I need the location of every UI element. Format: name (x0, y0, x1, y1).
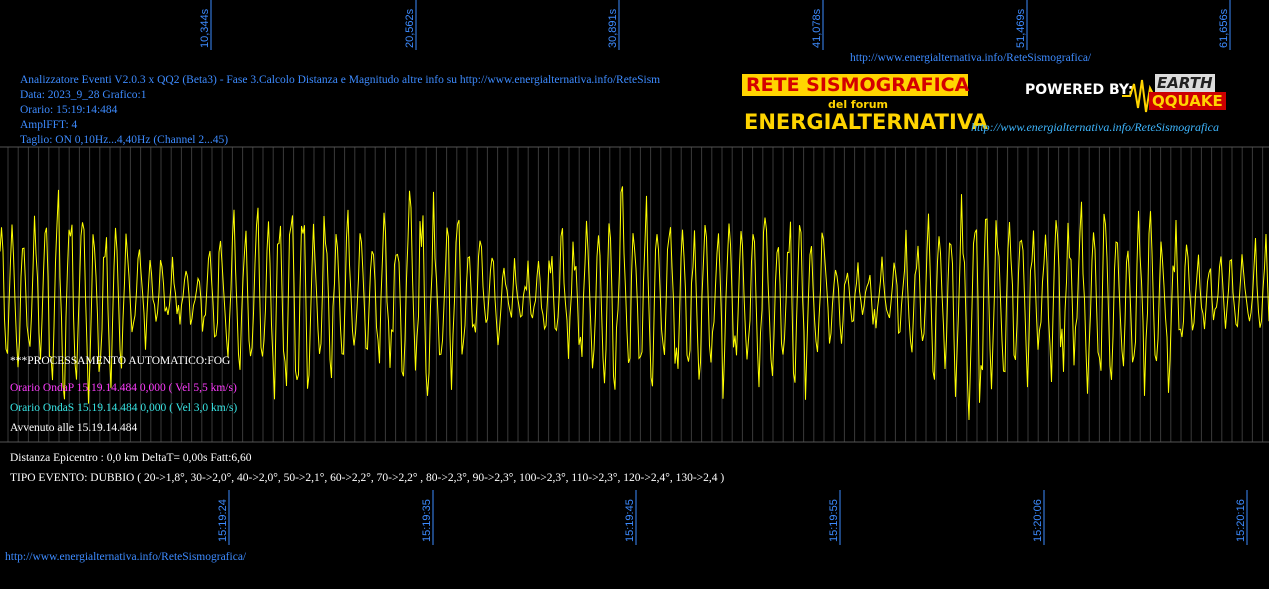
logo-url[interactable]: http://www.energialternativa.info/ReteSi… (971, 120, 1219, 134)
rete-sismografica-logo: RETE SISMOGRAFICA del forum ENERGIALTERN… (740, 70, 1263, 137)
bottom-tick-label: 15:19:35 (421, 499, 433, 542)
top-tick-label: 30,891s (607, 8, 619, 48)
epicenter-distance: Distanza Epicentro : 0,0 km DeltaT= 0,00… (10, 452, 252, 464)
top-tick-label: 61,656s (1218, 8, 1230, 48)
top-tick-marks (210, 0, 1231, 50)
bottom-tick-label: 15:20:16 (1235, 499, 1247, 542)
bottom-tick-label: 15:19:24 (217, 499, 229, 542)
header-line-1: Analizzatore Eventi V2.0.3 x QQ2 (Beta3)… (20, 74, 661, 86)
bottom-tick-label: 15:19:55 (828, 499, 840, 542)
top-tick-label: 51,469s (1015, 8, 1027, 48)
onda-p-time: Orario OndaP 15.19.14.484 0,000 ( Vel 5,… (10, 382, 237, 394)
processing-status: ***PROCESSAMENTO AUTOMATICO:FOG (10, 355, 231, 367)
bottom-url-link[interactable]: http://www.energialternativa.info/ReteSi… (5, 551, 247, 563)
bottom-tick-label: 15:20:06 (1032, 499, 1044, 542)
bottom-tick-label: 15:19:45 (624, 499, 636, 542)
header-date: Data: 2023_9_28 Grafico:1 (20, 89, 147, 101)
logo-title: RETE SISMOGRAFICA (746, 74, 970, 96)
top-url-link[interactable]: http://www.energialternativa.info/ReteSi… (850, 52, 1092, 64)
top-tick-label: 20,562s (404, 8, 416, 48)
header-time: Orario: 15:19:14:484 (20, 104, 118, 116)
logo-brand: ENERGIALTERNATIVA (744, 110, 988, 134)
event-type: TIPO EVENTO: DUBBIO ( 20->1,8°, 30->2,0°… (10, 472, 725, 484)
avvenuto-time: Avvenuto alle 15.19.14.484 (10, 422, 138, 434)
logo-title-bg (742, 74, 968, 96)
header-ampl: AmplFFT: 4 (20, 119, 78, 131)
logo-earth: EARTH (1155, 74, 1215, 92)
top-tick-label: 10,344s (199, 8, 211, 48)
logo-subtitle: del forum (828, 98, 888, 111)
logo-powered: POWERED BY: (1025, 82, 1134, 98)
bottom-tick-marks (228, 490, 1248, 545)
logo-quake: QQUAKE (1149, 92, 1226, 110)
header-filter: Taglio: ON 0,10Hz...4,40Hz (Channel 2...… (20, 134, 229, 146)
onda-s-time: Orario OndaS 15.19.14.484 0,000 ( Vel 3,… (10, 402, 238, 414)
seismic-trace (0, 186, 1269, 421)
top-tick-label: 41,078s (811, 8, 823, 48)
